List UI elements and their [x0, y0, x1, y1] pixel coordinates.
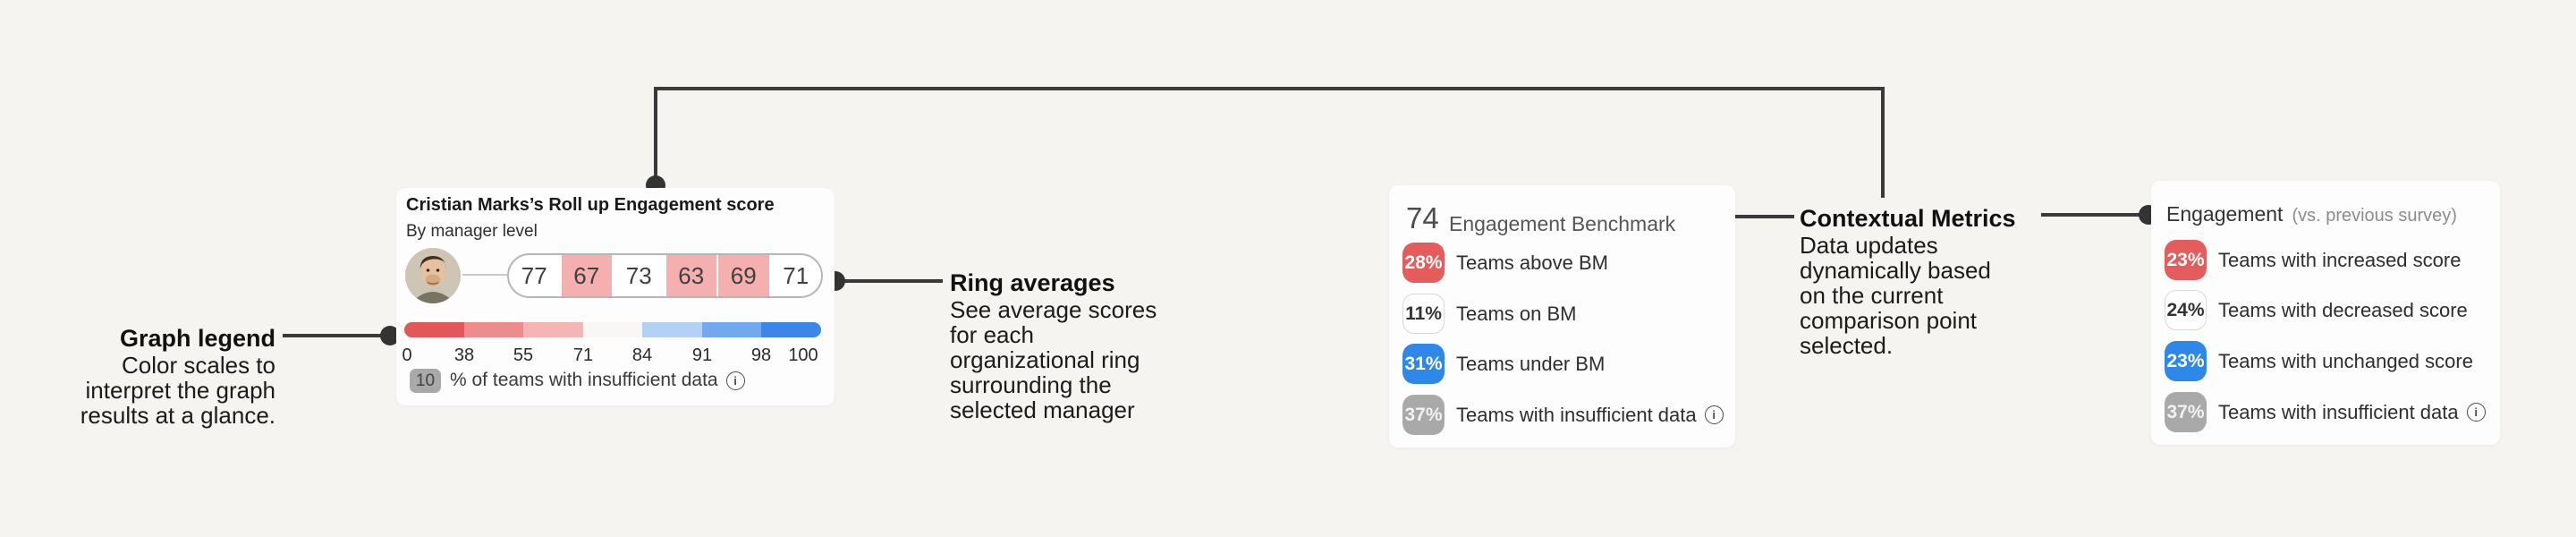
percent-badge: 23%: [2165, 240, 2207, 280]
scale-segment: [463, 322, 524, 337]
scale-segment: [701, 322, 762, 337]
ring-score-cell: 67: [561, 255, 612, 296]
color-scale-bar: [404, 322, 821, 337]
annotation-ring-averages-text: organizational ring: [950, 346, 1140, 373]
insufficient-data-badge: 10: [410, 369, 441, 393]
scale-segment: [642, 322, 702, 337]
metric-row: 37% Teams with insufficient data i: [1402, 395, 1724, 435]
connector-benchmark-line: [1694, 215, 1794, 218]
annotation-contextual-metrics-text: Data updates: [1800, 232, 1938, 259]
connector-ring-averages-line: [844, 279, 943, 283]
ring-averages-pill: 77 67 73 63 69 71: [507, 253, 823, 298]
metric-label-text: Teams with insufficient data: [2218, 400, 2459, 423]
annotation-contextual-metrics-title: Contextual Metrics: [1800, 205, 2016, 232]
annotation-ring-averages-text: for each: [950, 321, 1034, 348]
avatar: [405, 248, 461, 303]
scale-tick: 71: [572, 345, 594, 365]
annotation-ring-averages-text: See average scores: [950, 296, 1157, 323]
rollup-card-subtitle: By manager level: [406, 222, 538, 241]
comparison-card-title: Engagement: [2166, 202, 2284, 226]
insufficient-data-label: % of teams with insufficient data: [450, 370, 718, 390]
ring-score-cell: 69: [718, 255, 769, 296]
info-icon[interactable]: i: [725, 371, 745, 390]
percent-badge: 24%: [2165, 290, 2207, 330]
percent-badge: 28%: [1402, 243, 1445, 283]
benchmark-score: 74: [1406, 201, 1439, 234]
scale-tick: 98: [750, 345, 772, 365]
connector-comparison-line: [2041, 213, 2140, 217]
annotation-graph-legend-text: results at a glance.: [80, 402, 275, 429]
scale-segment: [582, 322, 643, 337]
annotation-graph-legend-title: Graph legend: [119, 325, 275, 352]
metric-label: Teams on BM: [1456, 302, 1577, 325]
percent-badge: 37%: [1402, 395, 1445, 435]
comparison-metrics-card: Engagement (vs. previous survey) 23% Tea…: [2151, 181, 2500, 445]
comparison-card-header: Engagement (vs. previous survey): [2166, 202, 2457, 226]
scale-tick: 100: [788, 345, 818, 365]
percent-badge: 23%: [2165, 341, 2207, 381]
annotation-contextual-metrics-text: selected.: [1800, 332, 1894, 359]
connector-graph-legend-line: [283, 334, 391, 337]
percent-badge: 31%: [1402, 344, 1445, 384]
benchmark-metrics-card: 74 Engagement Benchmark 28% Teams above …: [1389, 185, 1735, 448]
metric-row: 31% Teams under BM: [1402, 344, 1605, 384]
annotation-contextual-metrics: Contextual Metrics Data updates dynamica…: [1800, 204, 2059, 358]
metric-label: Teams with unchanged score: [2218, 349, 2473, 372]
insufficient-data-label-row: % of teams with insufficient data i: [450, 370, 745, 391]
info-icon[interactable]: i: [1704, 405, 1724, 424]
scale-segment: [761, 322, 821, 337]
percent-badge: 11%: [1402, 294, 1445, 334]
annotation-contextual-metrics-text: comparison point: [1800, 307, 1977, 334]
scale-tick: 91: [691, 345, 713, 365]
connector-top-right-vertical: [1881, 87, 1885, 198]
annotation-ring-averages: Ring averages See average scores for eac…: [950, 268, 1245, 422]
metric-row: 11% Teams on BM: [1402, 294, 1577, 334]
metric-label-text: Teams with insufficient data: [1456, 403, 1697, 426]
metric-row: 23% Teams with increased score: [2165, 240, 2461, 280]
ring-score-cell: 73: [625, 261, 652, 289]
annotation-graph-legend-text: Color scales to: [122, 352, 275, 379]
scale-segment: [404, 322, 464, 337]
connector-dot-graph-legend: [380, 326, 400, 345]
benchmark-card-title: Engagement Benchmark: [1449, 212, 1676, 235]
metric-label: Teams with decreased score: [2218, 298, 2468, 321]
annotation-contextual-metrics-text: dynamically based: [1800, 257, 1991, 284]
scale-segment: [523, 322, 583, 337]
annotation-graph-legend: Graph legend Color scales to interpret t…: [18, 324, 275, 428]
avatar-connector-line: [462, 274, 507, 276]
rollup-card-title: Cristian Marks’s Roll up Engagement scor…: [406, 195, 775, 215]
scale-tick: 55: [513, 345, 534, 365]
metric-label: Teams with increased score: [2218, 248, 2462, 271]
annotation-graph-legend-text: interpret the graph: [85, 377, 275, 404]
metric-row: 37% Teams with insufficient data i: [2165, 392, 2486, 432]
percent-badge: 37%: [2165, 392, 2207, 432]
scale-tick: 38: [453, 345, 475, 365]
avatar-photo: [405, 248, 461, 303]
annotation-ring-averages-text: surrounding the: [950, 371, 1112, 398]
metric-label: Teams under BM: [1456, 352, 1606, 375]
scale-tick: 0: [402, 345, 412, 365]
metric-row: 28% Teams above BM: [1402, 243, 1608, 283]
scale-tick: 84: [631, 345, 653, 365]
metric-row: 24% Teams with decreased score: [2165, 290, 2468, 330]
annotation-contextual-metrics-text: on the current: [1800, 282, 1944, 309]
rollup-score-card: Cristian Marks’s Roll up Engagement scor…: [396, 188, 835, 405]
ring-score-cell: 63: [665, 255, 716, 296]
connector-top-left-vertical: [654, 87, 657, 180]
annotation-ring-averages-text: selected manager: [950, 396, 1135, 423]
metric-row: 23% Teams with unchanged score: [2165, 341, 2473, 381]
ring-score-cell: 77: [521, 261, 547, 289]
comparison-card-subtitle: (vs. previous survey): [2292, 206, 2457, 226]
info-icon[interactable]: i: [2466, 403, 2486, 422]
ring-score-cell: 71: [783, 261, 809, 289]
annotation-ring-averages-title: Ring averages: [950, 269, 1115, 296]
metric-label: Teams above BM: [1456, 251, 1608, 274]
metric-label: Teams with insufficient data i: [1456, 404, 1724, 427]
metric-label: Teams with insufficient data i: [2218, 401, 2486, 424]
connector-top-horizontal: [654, 87, 1885, 90]
